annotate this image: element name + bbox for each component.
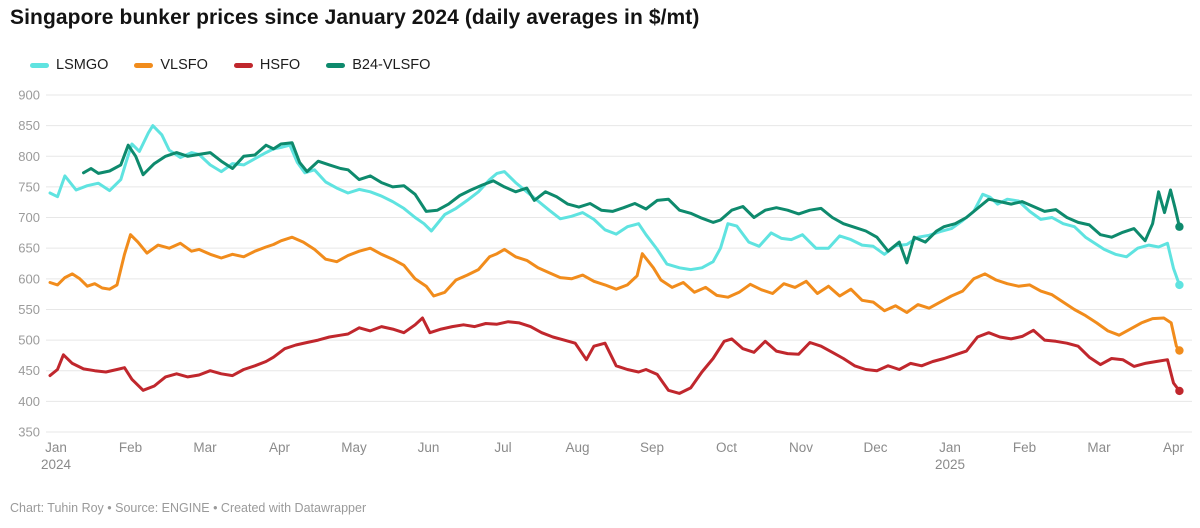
y-axis-tick-label: 850	[18, 118, 40, 133]
x-axis-tick-label: May	[341, 440, 367, 455]
x-axis-year-label: 2025	[935, 457, 965, 472]
series-end-dot-vlsfo	[1175, 346, 1184, 355]
legend-item-lsmgo: LSMGO	[30, 57, 108, 73]
y-axis-tick-label: 750	[18, 179, 40, 194]
legend-item-hsfo: HSFO	[233, 57, 301, 73]
x-axis-tick-label: Nov	[789, 440, 813, 455]
x-axis-tick-label: Sep	[640, 440, 664, 455]
y-axis-tick-label: 550	[18, 302, 40, 317]
x-axis-tick-label: Jun	[418, 440, 440, 455]
y-axis-tick-label: 700	[18, 210, 40, 225]
legend-label: VLSFO	[160, 57, 208, 73]
x-axis-tick-label: Apr	[1163, 440, 1185, 455]
x-axis-tick-label: Aug	[565, 440, 589, 455]
legend-swatch-icon	[30, 62, 49, 68]
y-axis-tick-label: 350	[18, 425, 40, 440]
chart-area: 350 400 450 500 550 600 650 700 750 800 850 900 Jan 2…	[18, 88, 1192, 472]
legend: LSMGO VLSFO HSFO B24-VLSFO	[30, 57, 430, 73]
series-line-b24-vlsfo	[82, 141, 1181, 265]
x-axis-year-label: 2024	[41, 457, 72, 472]
y-axis-tick-label: 500	[18, 333, 40, 348]
y-axis-tick-label: 800	[18, 149, 40, 164]
series-end-dot-hsfo	[1175, 386, 1184, 396]
x-axis-tick-label: Jan	[45, 440, 67, 455]
y-axis-tick-label: 600	[18, 271, 40, 286]
series-line-hsfo	[48, 316, 1181, 395]
x-axis-tick-label: Dec	[863, 440, 887, 455]
legend-swatch-icon	[233, 62, 253, 68]
x-axis-tick-label: Feb	[119, 440, 142, 455]
x-axis-tick-label: Apr	[269, 440, 291, 455]
y-axis-tick-label: 900	[18, 88, 40, 103]
series-line-vlsfo	[48, 233, 1181, 352]
page-title: Singapore bunker prices since January 20…	[10, 6, 700, 29]
series-end-dot-lsmgo	[1175, 280, 1184, 290]
y-axis-tick-label: 400	[18, 394, 40, 409]
chart-footer: Chart: Tuhin Roy • Source: ENGINE • Crea…	[10, 501, 367, 515]
legend-label: HSFO	[259, 57, 301, 73]
y-axis-tick-label: 650	[18, 241, 40, 256]
series-end-dot-b24-vlsfo	[1175, 222, 1184, 231]
chart-svg: 350 400 450 500 550 600 650 700 750 800 850 900 Jan 2…	[18, 88, 1192, 472]
x-axis-tick-label: Jul	[494, 440, 511, 455]
legend-swatch-icon	[326, 62, 346, 68]
x-axis-tick-label: Jan	[939, 440, 961, 455]
legend-swatch-icon	[134, 62, 154, 68]
x-axis-tick-label: Mar	[1087, 440, 1111, 455]
y-axis-tick-label: 450	[18, 363, 40, 378]
x-axis-tick-label: Mar	[193, 440, 217, 455]
x-axis-tick-label: Oct	[716, 440, 737, 455]
x-axis-tick-label: Feb	[1013, 440, 1036, 455]
legend-item-b24-vlsfo: B24-VLSFO	[326, 57, 430, 73]
legend-item-vlsfo: VLSFO	[134, 57, 208, 73]
legend-label: B24-VLSFO	[352, 57, 431, 73]
legend-label: LSMGO	[56, 57, 109, 73]
